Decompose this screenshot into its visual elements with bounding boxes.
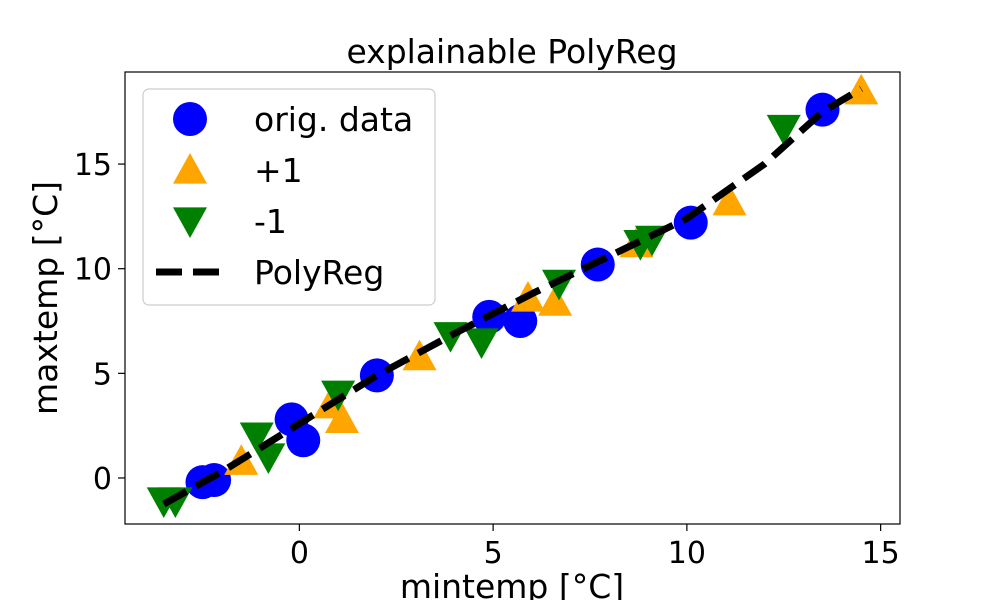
y-tick-label: 5: [93, 357, 112, 392]
point-circle-3: [286, 423, 321, 458]
legend-label: -1: [254, 202, 287, 241]
axis-ticks: 0 5 10 15 0 5 10 15: [74, 148, 900, 571]
point-triangle-up-2: [325, 402, 359, 433]
y-axis-label: maxtemp [°C]: [26, 181, 65, 415]
x-axis-label: mintemp [°C]: [400, 567, 624, 600]
axes-frame: [124, 71, 901, 525]
point-triangle-down-2: [239, 422, 274, 454]
plot-area: [146, 73, 879, 518]
legend: orig. data +1 -1 PolyReg: [142, 88, 436, 306]
point-triangle-down-3: [251, 443, 286, 475]
legend-label: +1: [254, 151, 303, 190]
x-tick-label: 5: [484, 536, 503, 571]
point-circle-8: [673, 205, 708, 240]
legend-marker-circle: [173, 102, 207, 136]
y-tick-label: 10: [74, 253, 112, 288]
legend-label: PolyReg: [254, 253, 384, 292]
x-tick-label: 10: [668, 536, 706, 571]
polyreg-line: [162, 85, 864, 508]
y-tick-label: 0: [93, 462, 112, 497]
y-tick-label: 15: [74, 148, 112, 183]
chart-title: explainable PolyReg: [346, 32, 677, 71]
point-circle-6: [503, 304, 538, 339]
point-circle-1: [197, 463, 232, 498]
x-tick-label: 15: [862, 536, 900, 571]
point-triangle-down-10: [766, 114, 801, 146]
point-triangle-up-5: [538, 285, 573, 316]
legend-label: orig. data: [254, 100, 413, 139]
point-triangle-down-6: [464, 328, 499, 359]
x-tick-label: 0: [290, 536, 309, 571]
legend-box: [142, 88, 436, 306]
legend-marker-triangle-down: [173, 207, 207, 238]
point-circle-4: [359, 358, 394, 393]
point-triangle-up-7: [712, 184, 747, 216]
legend-marker-triangle-up: [173, 153, 207, 184]
